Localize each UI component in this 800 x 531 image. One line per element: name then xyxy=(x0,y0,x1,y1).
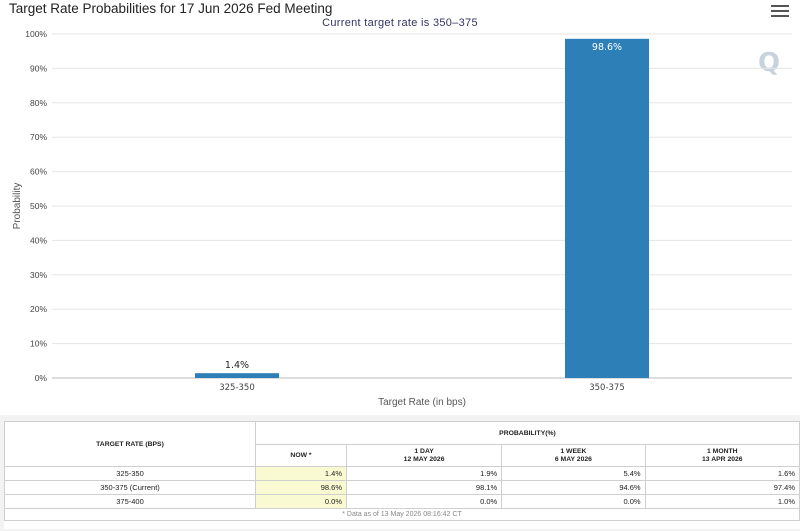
bar xyxy=(565,38,649,378)
week-cell: 0.0% xyxy=(501,494,646,509)
header-target-rate: TARGET RATE (BPS) xyxy=(4,421,256,467)
y-tick-label: 10% xyxy=(30,339,47,349)
y-tick-label: 70% xyxy=(30,132,47,142)
x-tick-label: 325-350 xyxy=(219,383,255,393)
bar-chart: 0% 10% 20% 30% 40% 50% 60% 70% 80% 90% 100% 1.4% 325… xyxy=(12,29,792,408)
now-cell: 98.6% xyxy=(255,480,347,495)
day-cell: 98.1% xyxy=(345,480,503,495)
data-timestamp-footnote: * Data as of 13 May 2026 08:16:42 CT xyxy=(4,508,800,521)
y-axis-title: Probability xyxy=(12,183,23,230)
y-tick-label: 40% xyxy=(30,235,47,245)
header-1-month: 1 MONTH 13 APR 2026 xyxy=(644,444,800,467)
day-cell: 0.0% xyxy=(345,494,503,509)
watermark-logo: Q xyxy=(758,48,781,78)
probability-table-panel: TARGET RATE (BPS) PROBABILITY(%) NOW * 1… xyxy=(4,421,800,529)
chart-panel: Target Rate Probabilities for 17 Jun 202… xyxy=(0,0,800,415)
y-tick-label: 20% xyxy=(30,304,47,314)
y-tick-label: 80% xyxy=(30,98,47,108)
chart-title: Target Rate Probabilities for 17 Jun 202… xyxy=(9,1,333,16)
y-tick-label: 0% xyxy=(35,373,48,383)
table-row: 375-400 0.0% 0.0% 0.0% 1.0% xyxy=(4,494,800,509)
month-cell: 97.4% xyxy=(644,480,800,495)
month-cell: 1.0% xyxy=(644,494,800,509)
day-cell: 1.9% xyxy=(345,466,503,481)
x-axis-title: Target Rate (in bps) xyxy=(378,397,466,408)
y-tick-label: 60% xyxy=(30,167,47,177)
header-1-week: 1 WEEK 6 MAY 2026 xyxy=(501,444,646,467)
rate-cell: 350-375 (Current) xyxy=(4,480,256,495)
week-cell: 94.6% xyxy=(501,480,646,495)
header-probability: PROBABILITY(%) xyxy=(255,421,800,445)
y-tick-label: 50% xyxy=(30,201,47,211)
bar-data-label: 98.6% xyxy=(592,42,622,53)
y-tick-label: 100% xyxy=(25,29,47,39)
month-cell: 1.6% xyxy=(644,466,800,481)
header-now: NOW * xyxy=(255,444,347,467)
header-1-day: 1 DAY 12 MAY 2026 xyxy=(345,444,503,467)
bar-data-label: 1.4% xyxy=(225,360,249,371)
bar xyxy=(195,373,279,378)
table-row: 325-350 1.4% 1.9% 5.4% 1.6% xyxy=(4,466,800,481)
now-cell: 0.0% xyxy=(255,494,347,509)
y-tick-label: 90% xyxy=(30,63,47,73)
y-tick-label: 30% xyxy=(30,270,47,280)
x-tick-label: 350-375 xyxy=(589,383,625,393)
table-row: 350-375 (Current) 98.6% 98.1% 94.6% 97.4… xyxy=(4,480,800,495)
rate-cell: 325-350 xyxy=(4,466,256,481)
hamburger-menu-icon[interactable] xyxy=(771,3,789,17)
chart-subtitle: Current target rate is 350–375 xyxy=(322,17,478,29)
probability-table: TARGET RATE (BPS) PROBABILITY(%) NOW * 1… xyxy=(4,421,800,521)
week-cell: 5.4% xyxy=(501,466,646,481)
now-cell: 1.4% xyxy=(255,466,347,481)
rate-cell: 375-400 xyxy=(4,494,256,509)
